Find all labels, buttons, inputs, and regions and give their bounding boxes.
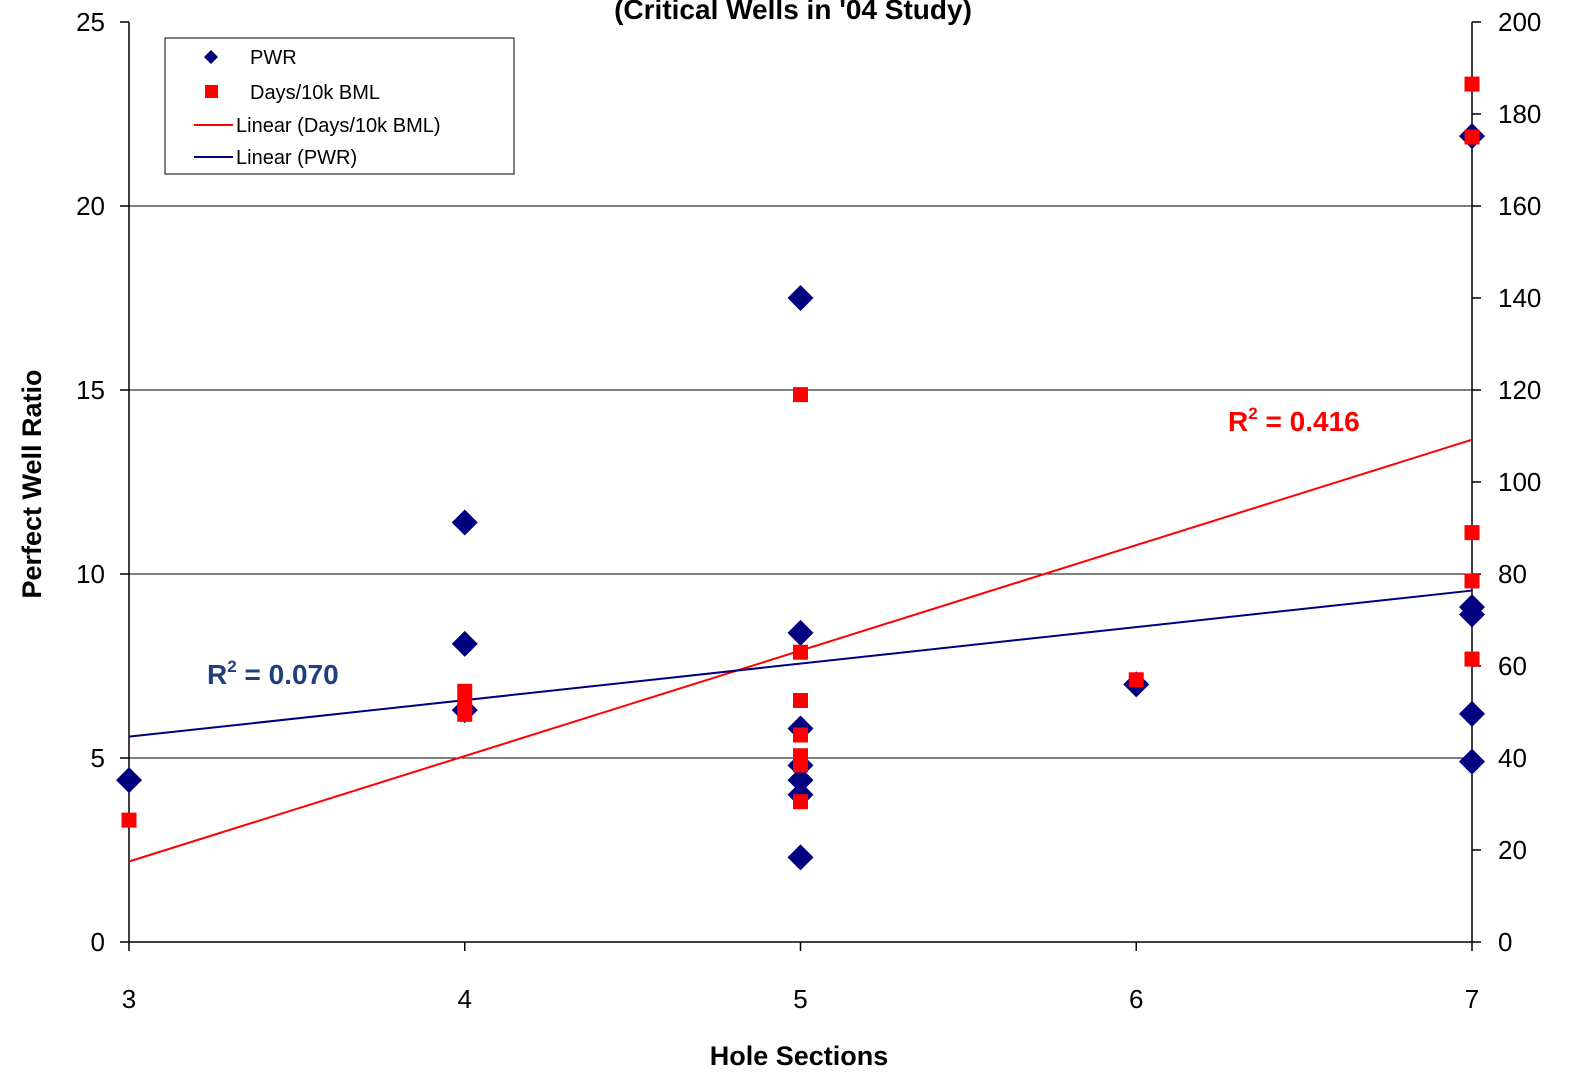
data-point [1464, 573, 1480, 589]
data-point [1464, 76, 1480, 92]
data-point [1459, 700, 1485, 727]
legend: PWR Days/10k BML Linear (Days/10k BML) L… [164, 37, 515, 175]
r2-exponent: 2 [227, 657, 236, 676]
data-point [451, 630, 478, 657]
tick-label: 5 [793, 984, 807, 1014]
data-point [116, 767, 142, 794]
data-point [457, 706, 473, 722]
trendline [128, 589, 1473, 738]
data-point [1459, 748, 1485, 775]
tick-label: 40 [1498, 743, 1527, 773]
legend-box [164, 37, 515, 175]
data-point [793, 757, 808, 773]
r2-prefix: R [207, 659, 227, 690]
tick-label: 140 [1498, 283, 1541, 313]
tick-label: 20 [76, 191, 105, 221]
x-axis-ticks: 3 4 5 6 7 [122, 942, 1479, 1014]
tick-label: 200 [1498, 7, 1541, 37]
data-point [793, 794, 808, 810]
tick-label: 7 [1465, 984, 1479, 1014]
legend-diamond-icon [204, 50, 218, 64]
tick-label: 180 [1498, 99, 1541, 129]
tick-label: 120 [1498, 375, 1541, 405]
legend-label-pwr: PWR [250, 47, 297, 69]
data-point [787, 767, 814, 794]
data-point [1464, 651, 1480, 667]
data-point [1459, 601, 1485, 628]
legend-square-icon [205, 85, 218, 98]
data-point [793, 387, 808, 403]
r2-label-pwr: R2 = 0.070 [207, 657, 339, 690]
data-point [1464, 525, 1480, 541]
data-point [787, 285, 814, 311]
r2-exponent: 2 [1248, 404, 1257, 423]
tick-label: 10 [76, 559, 105, 589]
data-point [787, 844, 814, 871]
y-axis-title: Perfect Well Ratio [17, 369, 47, 598]
data-point [793, 644, 808, 660]
left-axis-ticks: 0 5 10 15 20 25 [76, 7, 129, 957]
tick-label: 80 [1498, 559, 1527, 589]
tick-label: 6 [1129, 984, 1143, 1014]
tick-label: 3 [122, 984, 136, 1014]
tick-label: 100 [1498, 467, 1541, 497]
tick-label: 4 [458, 984, 472, 1014]
chart-title: (Critical Wells in '04 Study) [614, 0, 972, 25]
data-point [793, 727, 808, 743]
data-point [451, 509, 478, 536]
tick-label: 60 [1498, 651, 1527, 681]
data-point [1128, 672, 1144, 688]
data-point [787, 619, 814, 646]
data-point [793, 693, 808, 708]
tick-label: 20 [1498, 835, 1527, 865]
legend-label-linear-pwr: Linear (PWR) [236, 147, 357, 169]
tick-label: 0 [91, 927, 105, 957]
data-markers [116, 76, 1485, 871]
tick-label: 0 [1498, 927, 1512, 957]
right-axis-ticks: 0 20 40 60 80 100 120 140 160 180 200 [1472, 7, 1541, 957]
tick-label: 5 [91, 743, 105, 773]
data-point [457, 683, 473, 699]
legend-label-linear-days: Linear (Days/10k BML) [236, 115, 441, 137]
r2-label-days: R2 = 0.416 [1228, 404, 1360, 437]
data-point [121, 812, 137, 828]
tick-label: 15 [76, 375, 105, 405]
legend-label-days: Days/10k BML [250, 82, 380, 104]
r2-prefix: R [1228, 406, 1248, 437]
x-axis-title: Hole Sections [710, 1041, 889, 1071]
data-point [1464, 129, 1480, 145]
r2-value: 0.070 [269, 659, 339, 690]
tick-label: 25 [76, 7, 105, 37]
r2-equals: = [1258, 406, 1290, 437]
r2-equals: = [237, 659, 269, 690]
tick-label: 160 [1498, 191, 1541, 221]
r2-value: 0.416 [1290, 406, 1360, 437]
